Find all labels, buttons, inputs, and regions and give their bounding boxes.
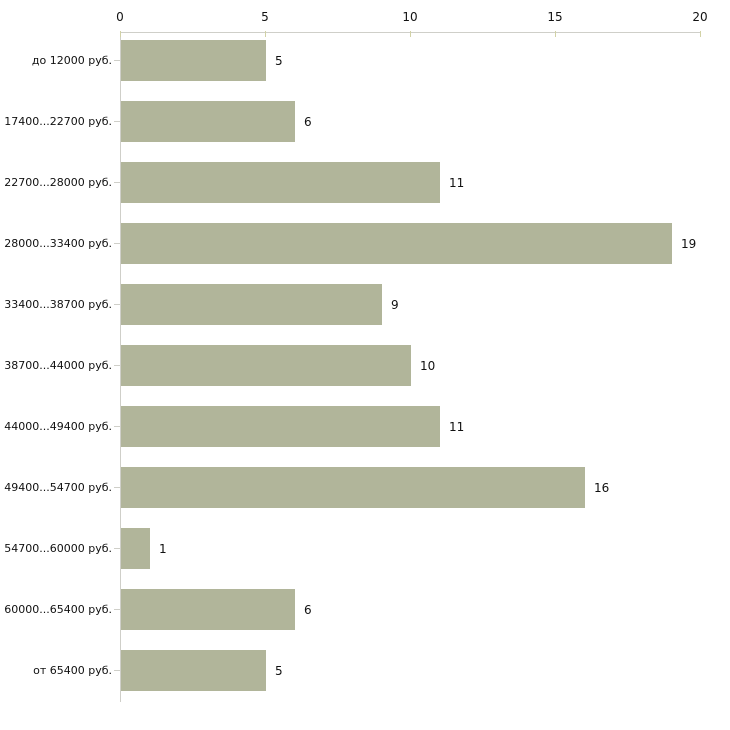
category-label: 28000...33400 руб. — [4, 237, 112, 250]
bar-row: 16 — [121, 467, 609, 508]
bar-row: 6 — [121, 589, 312, 630]
y-axis-tick-mark — [114, 60, 120, 61]
category-label: 17400...22700 руб. — [4, 115, 112, 128]
bar-row: 10 — [121, 345, 435, 386]
x-axis-tick-mark — [410, 31, 411, 37]
bar-row: 11 — [121, 162, 464, 203]
x-axis-tick-label: 5 — [261, 10, 269, 24]
x-axis-tick-mark — [700, 31, 701, 37]
category-label: 44000...49400 руб. — [4, 420, 112, 433]
bar-row: 1 — [121, 528, 167, 569]
bar-value-label: 16 — [594, 480, 610, 495]
bar — [121, 528, 150, 569]
category-label: 49400...54700 руб. — [4, 481, 112, 494]
bar-value-label: 19 — [681, 236, 697, 251]
bar-row: 9 — [121, 284, 399, 325]
y-axis-tick-mark — [114, 182, 120, 183]
bar-value-label: 10 — [420, 358, 436, 373]
bar — [121, 650, 266, 691]
bar — [121, 162, 440, 203]
category-label: 60000...65400 руб. — [4, 603, 112, 616]
bar — [121, 40, 266, 81]
category-label: 54700...60000 руб. — [4, 542, 112, 555]
bar-value-label: 6 — [304, 114, 312, 129]
bar — [121, 406, 440, 447]
category-label: до 12000 руб. — [31, 54, 112, 67]
bar-row: 19 — [121, 223, 696, 264]
y-axis-tick-mark — [114, 670, 120, 671]
y-axis-tick-mark — [114, 304, 120, 305]
bar — [121, 467, 585, 508]
y-axis-tick-mark — [114, 487, 120, 488]
bar — [121, 101, 295, 142]
bar-row: 5 — [121, 650, 283, 691]
category-label: 38700...44000 руб. — [4, 359, 112, 372]
category-label: от 65400 руб. — [33, 664, 112, 677]
x-axis-tick-label: 0 — [116, 10, 124, 24]
category-label: 33400...38700 руб. — [4, 298, 112, 311]
x-axis-tick-label: 20 — [692, 10, 708, 24]
x-axis-tick-label: 15 — [547, 10, 563, 24]
bar — [121, 589, 295, 630]
y-axis-tick-mark — [114, 548, 120, 549]
bar — [121, 345, 411, 386]
bar-value-label: 5 — [275, 663, 283, 678]
category-label: 22700...28000 руб. — [4, 176, 112, 189]
bar-value-label: 1 — [159, 541, 167, 556]
y-axis-tick-mark — [114, 121, 120, 122]
y-axis-tick-mark — [114, 243, 120, 244]
bar-value-label: 11 — [449, 175, 465, 190]
bar-row: 11 — [121, 406, 464, 447]
x-axis-tick-label: 10 — [402, 10, 418, 24]
x-axis-tick-mark — [555, 31, 556, 37]
y-axis-tick-mark — [114, 609, 120, 610]
y-axis-tick-mark — [114, 426, 120, 427]
bar-value-label: 6 — [304, 602, 312, 617]
bar-row: 5 — [121, 40, 283, 81]
x-axis-tick-mark — [265, 31, 266, 37]
bar-value-label: 9 — [391, 297, 399, 312]
bar-row: 6 — [121, 101, 312, 142]
y-axis-tick-mark — [114, 365, 120, 366]
x-axis-tick-mark — [120, 31, 121, 37]
bar — [121, 284, 382, 325]
bar-value-label: 11 — [449, 419, 465, 434]
bar — [121, 223, 672, 264]
bar-value-label: 5 — [275, 53, 283, 68]
